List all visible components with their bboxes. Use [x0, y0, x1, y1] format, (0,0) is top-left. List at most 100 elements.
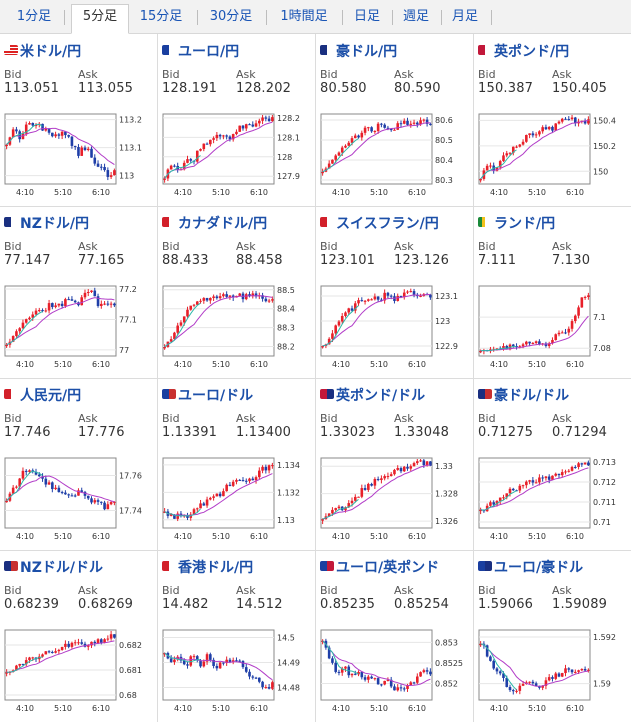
pair-title-link[interactable]: NZドル/円: [4, 213, 89, 232]
candle-up: [5, 144, 8, 147]
candle-down: [254, 677, 258, 679]
candle-down: [57, 487, 61, 493]
y-tick-label: 128: [277, 153, 292, 162]
pair-title-link[interactable]: 香港ドル/円: [162, 557, 253, 576]
ask-value: 14.512: [236, 597, 283, 612]
candle-down: [412, 291, 416, 295]
candle-up: [367, 299, 370, 301]
candle-up: [528, 133, 531, 136]
candle-up: [176, 513, 179, 519]
x-tick-label: 5:10: [528, 532, 546, 541]
candle-up: [34, 124, 38, 126]
pair-title-link[interactable]: ユーロ/ドル: [162, 385, 253, 404]
tab-daily[interactable]: 日足: [353, 9, 380, 24]
x-tick-label: 4:10: [16, 188, 34, 197]
candle-up: [244, 124, 248, 129]
pair-title-link[interactable]: ランド/円: [478, 213, 555, 232]
mini-candlestick-chart[interactable]: 7.1 7.08 4:10 5:10 6:10: [474, 280, 631, 378]
plot-frame: [478, 285, 591, 357]
candle-down: [106, 170, 110, 177]
candle-down: [557, 473, 561, 476]
x-tick-label: 5:10: [54, 188, 72, 197]
pair-title-link[interactable]: スイスフラン/円: [320, 213, 439, 232]
ma-fast-line: [480, 643, 517, 691]
pair-title-link[interactable]: ユーロ/円: [162, 41, 239, 60]
x-tick-label: 5:10: [370, 704, 388, 713]
y-tick-label: 14.5: [277, 634, 295, 643]
pair-title-link[interactable]: 英ポンド/ドル: [320, 385, 425, 404]
y-tick-label: 80.4: [435, 156, 453, 165]
flag-icon: [320, 45, 334, 55]
candle-down: [44, 478, 48, 485]
candle-down: [228, 659, 232, 662]
y-tick-label: 0.682: [119, 641, 142, 650]
candle-up: [479, 509, 482, 512]
x-tick-label: 6:10: [92, 532, 110, 541]
tab-15min[interactable]: 15分足: [139, 9, 183, 24]
mini-candlestick-chart[interactable]: 113.2 113.1 113 4:10 5:10 6:10: [0, 108, 158, 206]
mini-candlestick-chart[interactable]: 80.6 80.5 80.4 80.3 4:10 5:10 6:10: [316, 108, 474, 206]
mini-candlestick-chart[interactable]: 88.5 88.4 88.3 88.2 4:10 5:10 6:10: [158, 280, 316, 378]
mini-candlestick-chart[interactable]: 17.76 17.74 4:10 5:10 6:10: [0, 452, 158, 550]
candle-up: [5, 500, 8, 503]
currency-pair-cell: ユーロ/ドル Bid Ask 1.13391 1.13400 1.134 1.132 1.13…: [158, 378, 316, 550]
pair-title-link[interactable]: NZドル/ドル: [4, 557, 103, 576]
candle-up: [508, 152, 512, 154]
mini-candlestick-chart[interactable]: 123.1 123 122.9 4:10 5:10 6:10: [316, 280, 474, 378]
tab-1hour[interactable]: 1時間足: [280, 9, 328, 24]
mini-candlestick-chart[interactable]: 1.134 1.132 1.13 4:10 5:10 6:10: [158, 452, 316, 550]
bid-label: Bid: [320, 68, 338, 81]
mini-candlestick-chart[interactable]: 0.853 0.8525 0.852 4:10 5:10 6:10: [316, 624, 474, 722]
mini-candlestick-chart[interactable]: 77.2 77.1 77 4:10 5:10 6:10: [0, 280, 158, 378]
tab-1min[interactable]: 1分足: [16, 9, 52, 24]
mini-candlestick-chart[interactable]: 0.682 0.681 0.68 4:10 5:10 6:10: [0, 624, 158, 722]
candle-up: [54, 487, 57, 490]
pair-name: カナダドル/円: [178, 216, 268, 232]
chart-svg: 123.1 123 122.9 4:10 5:10 6:10: [320, 285, 458, 369]
candle-down: [77, 302, 80, 306]
x-tick-label: 6:10: [408, 532, 426, 541]
pair-title-link[interactable]: カナダドル/円: [162, 213, 268, 232]
mini-candlestick-chart[interactable]: 1.592 1.59 4:10 5:10 6:10: [474, 624, 631, 722]
pair-title-link[interactable]: 豪ドル/円: [320, 41, 397, 60]
x-tick-label: 5:10: [54, 704, 72, 713]
bid-value: 77.147: [4, 253, 51, 268]
flag-icon: [320, 561, 334, 571]
candle-up: [182, 162, 186, 170]
pair-title-link[interactable]: ユーロ/英ポンド: [320, 557, 439, 576]
candle-down: [93, 641, 97, 644]
candle-up: [222, 294, 225, 297]
pair-title-link[interactable]: ユーロ/豪ドル: [478, 557, 583, 576]
x-tick-label: 4:10: [490, 704, 508, 713]
candle-up: [567, 328, 571, 333]
candle-up: [106, 638, 110, 640]
candle-up: [525, 341, 528, 345]
pair-title-link[interactable]: 豪ドル/ドル: [478, 385, 570, 404]
mini-candlestick-chart[interactable]: 128.2 128.1 128 127.9 4:10 5:10 6:10: [158, 108, 316, 206]
ma-fast-line: [322, 305, 359, 347]
tab-weekly[interactable]: 週足: [402, 9, 429, 24]
mini-candlestick-chart[interactable]: 1.33 1.328 1.326 4:10 5:10 6:10: [316, 452, 474, 550]
y-tick-label: 0.712: [593, 478, 616, 487]
pair-title-link[interactable]: 人民元/円: [4, 385, 81, 404]
candle-up: [271, 299, 274, 301]
candle-up: [534, 134, 538, 136]
candle-down: [222, 662, 225, 664]
tab-5min[interactable]: 5分足: [71, 4, 129, 34]
bid-value: 123.101: [320, 253, 376, 268]
pair-title-link[interactable]: 英ポンド/円: [478, 41, 569, 60]
mini-candlestick-chart[interactable]: 0.713 0.712 0.711 0.71 4:10 5:10 6:10: [474, 452, 631, 550]
mini-candlestick-chart[interactable]: 150.4 150.2 150 4:10 5:10 6:10: [474, 108, 631, 206]
x-tick-label: 6:10: [408, 360, 426, 369]
ask-label: Ask: [552, 412, 572, 425]
bid-label: Bid: [4, 240, 22, 253]
candle-up: [231, 134, 235, 140]
candle-up: [534, 482, 538, 484]
candle-up: [406, 291, 409, 293]
mini-candlestick-chart[interactable]: 14.5 14.49 14.48 4:10 5:10 6:10: [158, 624, 316, 722]
flag-icon: [4, 217, 18, 227]
tab-monthly[interactable]: 月足: [451, 9, 478, 24]
pair-name: 豪ドル/ドル: [494, 388, 570, 404]
pair-title-link[interactable]: 米ドル/円: [4, 41, 81, 60]
tab-30min[interactable]: 30分足: [209, 9, 253, 24]
